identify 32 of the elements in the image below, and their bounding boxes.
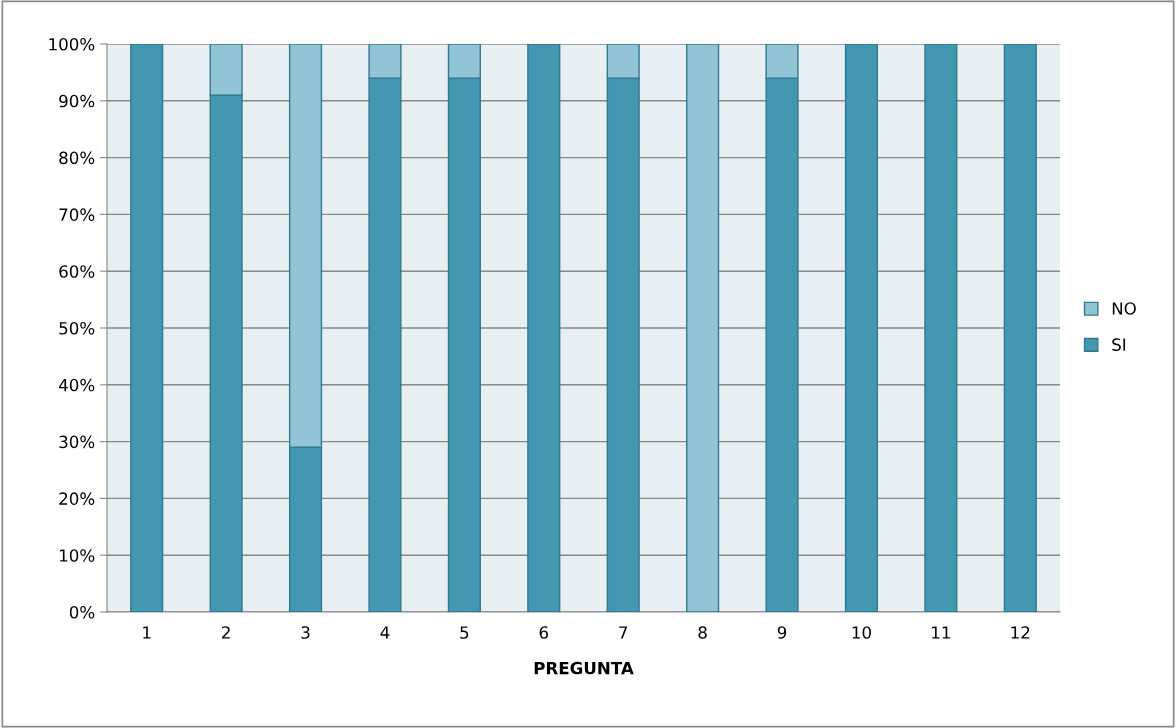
y-tick-label: 80% (59, 151, 95, 165)
x-tick-label: 10 (852, 626, 871, 639)
bar (686, 44, 720, 612)
bar (924, 44, 958, 612)
x-tick-label: 7 (619, 626, 628, 639)
x-tick-label: 11 (932, 626, 950, 639)
y-tick-label: 70% (59, 208, 95, 221)
y-tick-label: 40% (58, 378, 95, 392)
y-tick-label: 90% (59, 94, 95, 108)
legend-label: SI (1112, 338, 1126, 351)
y-tick-label: 50% (59, 321, 95, 335)
x-tick-label: 1 (143, 626, 151, 639)
x-tick-label: 12 (1011, 626, 1030, 639)
x-tick-label: 5 (460, 626, 469, 639)
x-tick-label: 4 (380, 626, 390, 639)
bar (1003, 44, 1037, 612)
bar (130, 44, 164, 612)
y-tick-label: 100% (49, 37, 95, 51)
y-tick-label: 30% (59, 435, 95, 449)
x-tick-label: 6 (539, 626, 549, 639)
legend-label: NO (1112, 302, 1136, 315)
bar (844, 44, 879, 612)
y-tick-label: 10% (59, 549, 95, 562)
x-tick-label: 8 (698, 626, 707, 639)
x-tick-label: 2 (222, 626, 230, 639)
x-tick-label: 9 (777, 626, 787, 639)
y-tick-label: 20% (59, 492, 95, 505)
y-tick-label: 0% (69, 605, 95, 619)
y-tick-label: 60% (59, 265, 95, 278)
x-axis-title: PREGUNTA (534, 661, 634, 675)
bar (527, 44, 561, 612)
x-tick-label: 3 (301, 626, 310, 639)
